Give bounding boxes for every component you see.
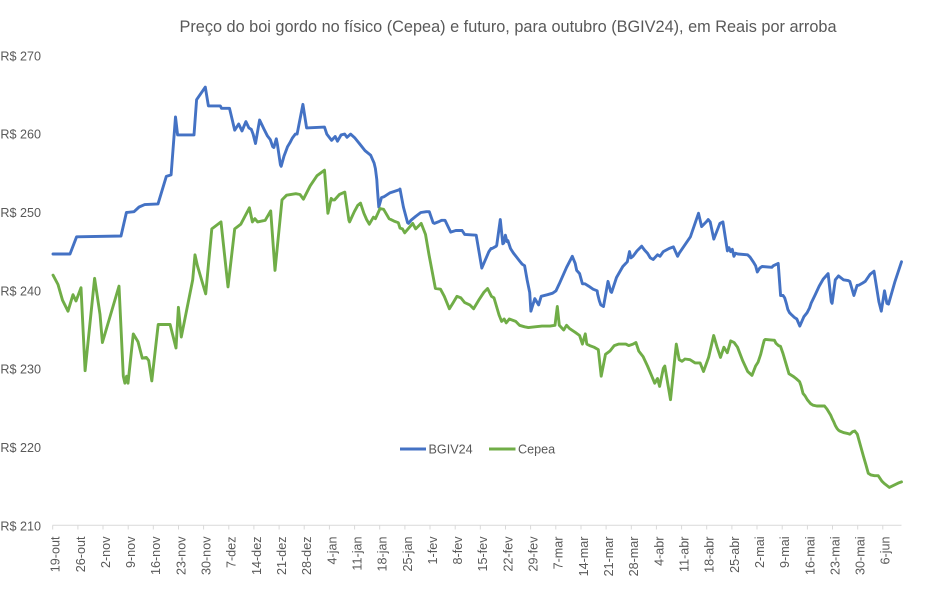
svg-text:7-mar: 7-mar [552,537,566,570]
svg-text:30-nov: 30-nov [200,536,214,575]
svg-text:8-fev: 8-fev [451,536,465,565]
svg-text:21-mar: 21-mar [602,537,616,577]
svg-text:25-jan: 25-jan [401,537,415,572]
svg-text:6-jun: 6-jun [879,537,893,565]
svg-text:28-dez: 28-dez [300,537,314,576]
svg-text:14-mar: 14-mar [577,537,591,577]
svg-text:19-out: 19-out [49,536,63,572]
svg-text:R$ 210: R$ 210 [0,519,41,533]
svg-text:BGIV24: BGIV24 [429,443,473,457]
svg-text:26-out: 26-out [74,536,88,572]
svg-text:2-mai: 2-mai [753,537,767,569]
svg-text:18-jan: 18-jan [376,537,390,572]
svg-text:18-abr: 18-abr [703,537,717,573]
svg-text:Preço do boi gordo no físico (: Preço do boi gordo no físico (Cepea) e f… [179,18,837,36]
svg-text:R$ 230: R$ 230 [0,363,41,377]
svg-text:9-mai: 9-mai [778,537,792,569]
svg-text:R$ 240: R$ 240 [0,284,41,298]
svg-text:29-fev: 29-fev [527,536,541,572]
svg-text:9-nov: 9-nov [124,536,138,568]
svg-text:R$ 220: R$ 220 [0,441,41,455]
svg-text:15-fev: 15-fev [476,536,490,572]
svg-text:2-nov: 2-nov [99,536,113,568]
svg-text:28-mar: 28-mar [627,537,641,577]
svg-text:30-mai: 30-mai [854,537,868,576]
svg-text:4-jan: 4-jan [325,537,339,565]
svg-text:22-fev: 22-fev [501,536,515,572]
svg-text:R$ 250: R$ 250 [0,206,41,220]
svg-text:16-nov: 16-nov [149,536,163,575]
svg-text:21-dez: 21-dez [275,537,289,576]
svg-text:R$ 260: R$ 260 [0,128,41,142]
svg-text:1-fev: 1-fev [426,536,440,565]
svg-text:25-abr: 25-abr [728,537,742,573]
svg-text:7-dez: 7-dez [225,537,239,569]
svg-text:11-jan: 11-jan [351,537,365,571]
svg-text:23-nov: 23-nov [174,536,188,575]
svg-text:4-abr: 4-abr [652,537,666,566]
svg-text:23-mai: 23-mai [828,537,842,576]
svg-text:R$ 270: R$ 270 [0,49,41,63]
svg-text:Cepea: Cepea [518,443,555,457]
svg-text:14-dez: 14-dez [250,537,264,576]
svg-text:16-mai: 16-mai [803,537,817,576]
svg-text:11-abr: 11-abr [678,537,692,572]
